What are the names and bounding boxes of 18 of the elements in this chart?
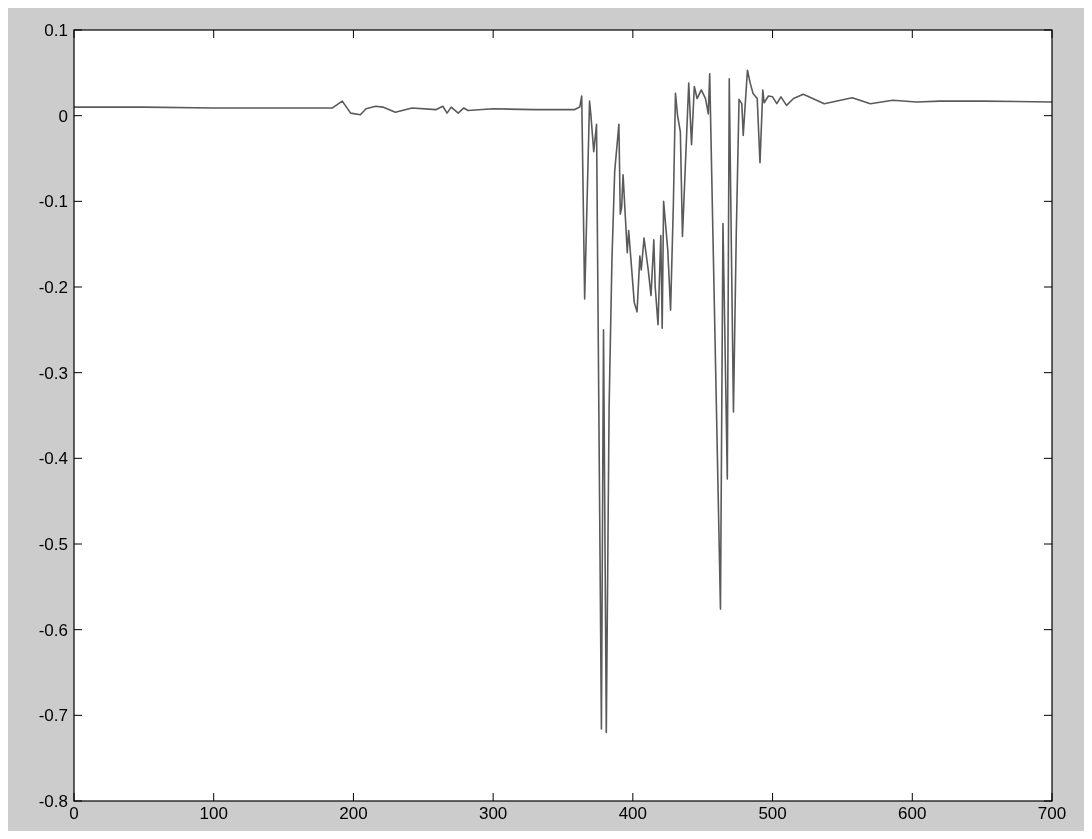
y-tick-label: -0.1	[38, 192, 68, 212]
y-tick-label: -0.5	[38, 534, 68, 554]
x-tick-label: 400	[618, 804, 648, 823]
x-tick-label: 300	[478, 804, 508, 823]
x-tick-label: 200	[339, 804, 368, 823]
y-tick-label: 0	[58, 106, 68, 126]
y-tick-label: -0.3	[38, 363, 68, 383]
y-tick-label: -0.7	[38, 706, 68, 726]
y-tick-label: -0.8	[38, 791, 68, 811]
y-tick-label: -0.4	[38, 449, 68, 469]
x-tick-label: 500	[758, 804, 787, 823]
y-tick-label: -0.6	[38, 620, 68, 640]
x-tick-label: 600	[898, 804, 927, 823]
x-tick-label: 100	[199, 804, 228, 823]
x-tick-label: 700	[1037, 804, 1067, 823]
y-tick-label: -0.2	[38, 277, 68, 297]
y-tick-label: 0.1	[44, 20, 68, 40]
line-series	[74, 69, 1052, 734]
